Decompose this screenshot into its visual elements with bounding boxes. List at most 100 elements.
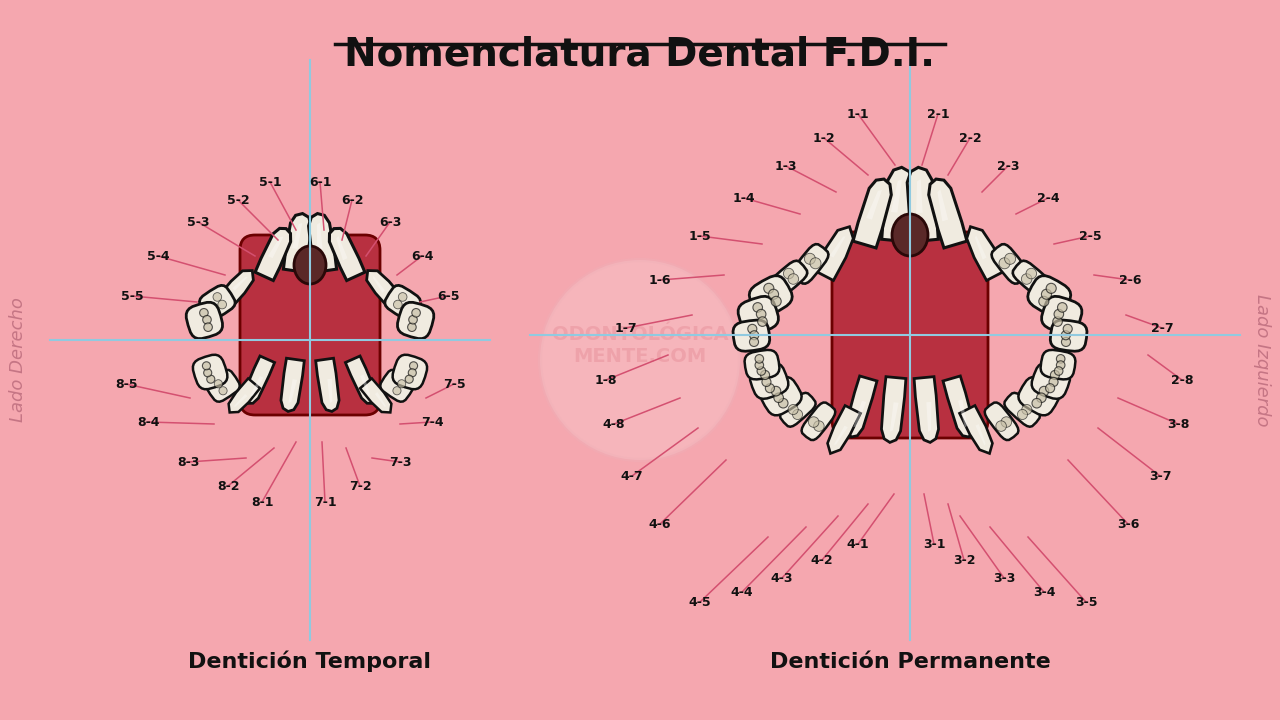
- Circle shape: [1005, 253, 1015, 264]
- Circle shape: [1037, 393, 1046, 402]
- Polygon shape: [867, 190, 882, 220]
- Polygon shape: [1051, 320, 1087, 351]
- Polygon shape: [733, 320, 769, 351]
- Circle shape: [788, 405, 799, 415]
- Polygon shape: [882, 167, 913, 242]
- Text: 6-4: 6-4: [411, 250, 433, 263]
- Circle shape: [1061, 338, 1070, 346]
- Text: Dentición Permanente: Dentición Permanente: [769, 652, 1051, 672]
- Text: 1-3: 1-3: [774, 160, 797, 173]
- Polygon shape: [360, 379, 392, 413]
- Circle shape: [758, 317, 767, 326]
- Circle shape: [1056, 354, 1065, 363]
- Circle shape: [814, 420, 824, 431]
- Text: 2-2: 2-2: [959, 132, 982, 145]
- Text: 4-2: 4-2: [810, 554, 833, 567]
- Polygon shape: [745, 350, 780, 379]
- Circle shape: [809, 417, 819, 428]
- Polygon shape: [337, 236, 347, 260]
- Circle shape: [778, 398, 788, 408]
- Text: 2-6: 2-6: [1119, 274, 1142, 287]
- Circle shape: [1021, 274, 1032, 284]
- Polygon shape: [846, 376, 877, 437]
- Text: 6-2: 6-2: [340, 194, 364, 207]
- Text: 5-1: 5-1: [259, 176, 282, 189]
- Text: 8-5: 8-5: [115, 377, 137, 390]
- Text: 2-5: 2-5: [1079, 230, 1101, 243]
- Polygon shape: [329, 228, 365, 281]
- Text: 1-7: 1-7: [614, 322, 637, 335]
- Circle shape: [1039, 297, 1048, 307]
- Text: 4-7: 4-7: [621, 469, 644, 482]
- Text: Lado Izquierdo: Lado Izquierdo: [1253, 294, 1271, 426]
- Polygon shape: [833, 426, 847, 445]
- Circle shape: [768, 289, 778, 300]
- Text: 5-3: 5-3: [187, 215, 209, 228]
- Circle shape: [219, 387, 227, 395]
- Polygon shape: [916, 179, 923, 213]
- Circle shape: [393, 300, 402, 309]
- Circle shape: [788, 274, 799, 284]
- Polygon shape: [966, 227, 1005, 281]
- Circle shape: [753, 302, 763, 312]
- Polygon shape: [229, 379, 260, 413]
- Circle shape: [1050, 377, 1059, 387]
- Polygon shape: [292, 223, 302, 249]
- Circle shape: [804, 253, 815, 264]
- Text: 1-1: 1-1: [846, 107, 869, 120]
- Text: 5-5: 5-5: [120, 289, 143, 302]
- Text: 7-2: 7-2: [348, 480, 371, 492]
- Polygon shape: [984, 402, 1019, 440]
- Polygon shape: [890, 402, 899, 432]
- Circle shape: [764, 283, 774, 293]
- Polygon shape: [749, 276, 792, 316]
- Text: 1-5: 1-5: [689, 230, 712, 243]
- Polygon shape: [372, 276, 385, 293]
- Polygon shape: [380, 370, 413, 402]
- Circle shape: [771, 297, 781, 307]
- Text: 6-3: 6-3: [379, 215, 401, 228]
- Text: 6-5: 6-5: [436, 289, 460, 302]
- Circle shape: [1053, 310, 1064, 319]
- Text: 4-5: 4-5: [689, 595, 712, 608]
- Circle shape: [996, 420, 1006, 431]
- Circle shape: [748, 324, 756, 333]
- Text: 4-6: 4-6: [649, 518, 671, 531]
- Circle shape: [1032, 398, 1042, 408]
- Circle shape: [540, 260, 740, 460]
- Polygon shape: [780, 393, 815, 427]
- Text: 1-6: 1-6: [649, 274, 671, 287]
- Polygon shape: [882, 377, 906, 442]
- Polygon shape: [308, 214, 337, 272]
- Text: 3-8: 3-8: [1167, 418, 1189, 431]
- Polygon shape: [193, 355, 228, 390]
- Polygon shape: [959, 400, 968, 428]
- Circle shape: [202, 315, 211, 324]
- Circle shape: [398, 292, 407, 301]
- Polygon shape: [854, 401, 867, 427]
- Polygon shape: [244, 356, 275, 403]
- Text: 5-2: 5-2: [227, 194, 250, 207]
- Circle shape: [1052, 317, 1062, 326]
- Circle shape: [762, 377, 771, 387]
- Ellipse shape: [892, 214, 928, 256]
- Circle shape: [1057, 302, 1068, 312]
- Circle shape: [998, 258, 1010, 269]
- Circle shape: [408, 315, 417, 324]
- Polygon shape: [891, 179, 902, 212]
- Polygon shape: [206, 370, 239, 402]
- Text: 6-1: 6-1: [308, 176, 332, 189]
- Polygon shape: [360, 374, 370, 397]
- Circle shape: [1046, 283, 1056, 293]
- Circle shape: [412, 309, 420, 317]
- Circle shape: [398, 379, 406, 388]
- Text: 8-2: 8-2: [216, 480, 239, 492]
- Text: 8-1: 8-1: [251, 495, 273, 508]
- Text: Nomenclatura Dental F.D.I.: Nomenclatura Dental F.D.I.: [344, 35, 936, 73]
- Circle shape: [214, 379, 223, 388]
- Circle shape: [1064, 324, 1073, 333]
- Polygon shape: [250, 376, 264, 396]
- Polygon shape: [1012, 261, 1051, 297]
- Text: 3-1: 3-1: [923, 538, 945, 551]
- Polygon shape: [187, 302, 223, 338]
